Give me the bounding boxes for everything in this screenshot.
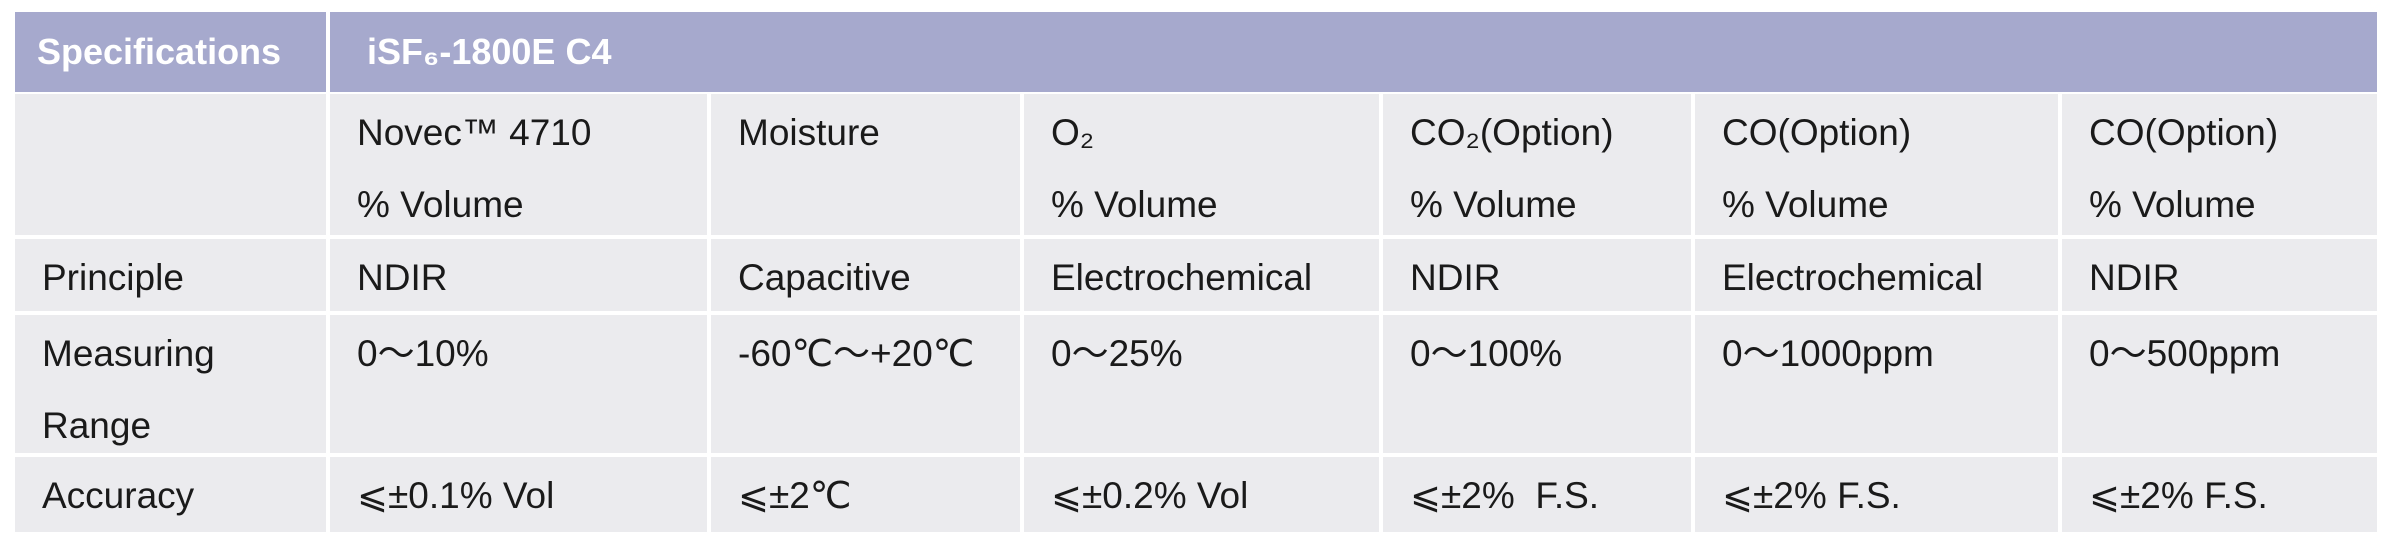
table-cell: 0～25% xyxy=(1024,315,1379,453)
table-cell: Capacitive xyxy=(711,239,1020,311)
cell-text: O₂ xyxy=(1051,112,1095,153)
cell-text: Measuring xyxy=(42,333,215,374)
cell-text: CO(Option) xyxy=(1722,112,1912,153)
cell-text: 0～10% xyxy=(357,333,489,374)
cell-text: 0～500ppm xyxy=(2089,333,2281,374)
cell-text: CO₂(Option) xyxy=(1410,112,1614,153)
cell-text: Electrochemical xyxy=(1051,257,1313,298)
table-cell: O₂ % Volume xyxy=(1024,94,1379,235)
table-cell: Measuring Range xyxy=(15,315,326,453)
table-cell: NDIR xyxy=(330,239,707,311)
cell-text: ⩽±2℃ xyxy=(738,475,852,516)
cell-text: % Volume xyxy=(1051,184,1218,225)
cell-text: 0～100% xyxy=(1410,333,1563,374)
cell-text: % Volume xyxy=(2089,184,2256,225)
cell-text: NDIR xyxy=(357,257,448,298)
cell-text: 0～25% xyxy=(1051,333,1183,374)
cell-text: % Volume xyxy=(1410,184,1577,225)
table-cell: 0～1000ppm xyxy=(1695,315,2058,453)
table-cell: CO₂(Option) % Volume xyxy=(1383,94,1691,235)
table-cell: 0～100% xyxy=(1383,315,1691,453)
table-cell: ⩽±2% F.S. xyxy=(1695,457,2058,532)
cell-text: % Volume xyxy=(357,184,524,225)
cell-text: Range xyxy=(42,405,152,446)
cell-text: ⩽±0.2% Vol xyxy=(1051,475,1249,516)
table-cell: Novec™ 4710 % Volume xyxy=(330,94,707,235)
cell-text: % Volume xyxy=(1722,184,1889,225)
cell-text: ⩽±2% F.S. xyxy=(2089,475,2268,516)
table-cell: ⩽±0.2% Vol xyxy=(1024,457,1379,532)
table-cell: Moisture xyxy=(711,94,1020,235)
table-cell: ⩽±2% F.S. xyxy=(1383,457,1691,532)
table-cell xyxy=(15,94,326,235)
cell-text: Principle xyxy=(42,257,184,298)
table-cell: 0～10% xyxy=(330,315,707,453)
cell-text: NDIR xyxy=(2089,257,2180,298)
header-title: iSF₆-1800E C4 xyxy=(330,12,2377,92)
cell-text: Moisture xyxy=(738,112,880,153)
cell-text: ⩽±0.1% Vol xyxy=(357,475,555,516)
cell-text: NDIR xyxy=(1410,257,1501,298)
table-cell: Accuracy xyxy=(15,457,326,532)
cell-text: Electrochemical xyxy=(1722,257,1984,298)
cell-text: Accuracy xyxy=(42,475,195,516)
cell-text: ⩽±2% F.S. xyxy=(1722,475,1901,516)
cell-text: Novec™ 4710 xyxy=(357,112,592,153)
cell-text: 0～1000ppm xyxy=(1722,333,1934,374)
table-cell: Electrochemical xyxy=(1695,239,2058,311)
table-cell: -60℃～+20℃ xyxy=(711,315,1020,453)
table-cell: CO(Option) % Volume xyxy=(2062,94,2377,235)
table-cell: NDIR xyxy=(1383,239,1691,311)
table-cell: ⩽±2% F.S. xyxy=(2062,457,2377,532)
cell-text: -60℃～+20℃ xyxy=(738,333,975,374)
table-cell: Electrochemical xyxy=(1024,239,1379,311)
header-label: Specifications xyxy=(15,12,326,92)
table-cell: NDIR xyxy=(2062,239,2377,311)
table-cell: ⩽±0.1% Vol xyxy=(330,457,707,532)
table-cell: CO(Option) % Volume xyxy=(1695,94,2058,235)
cell-text: ⩽±2% F.S. xyxy=(1410,475,1600,516)
table-cell: ⩽±2℃ xyxy=(711,457,1020,532)
table-cell: Principle xyxy=(15,239,326,311)
table-cell: 0～500ppm xyxy=(2062,315,2377,453)
cell-text: Capacitive xyxy=(738,257,911,298)
cell-text: CO(Option) xyxy=(2089,112,2279,153)
